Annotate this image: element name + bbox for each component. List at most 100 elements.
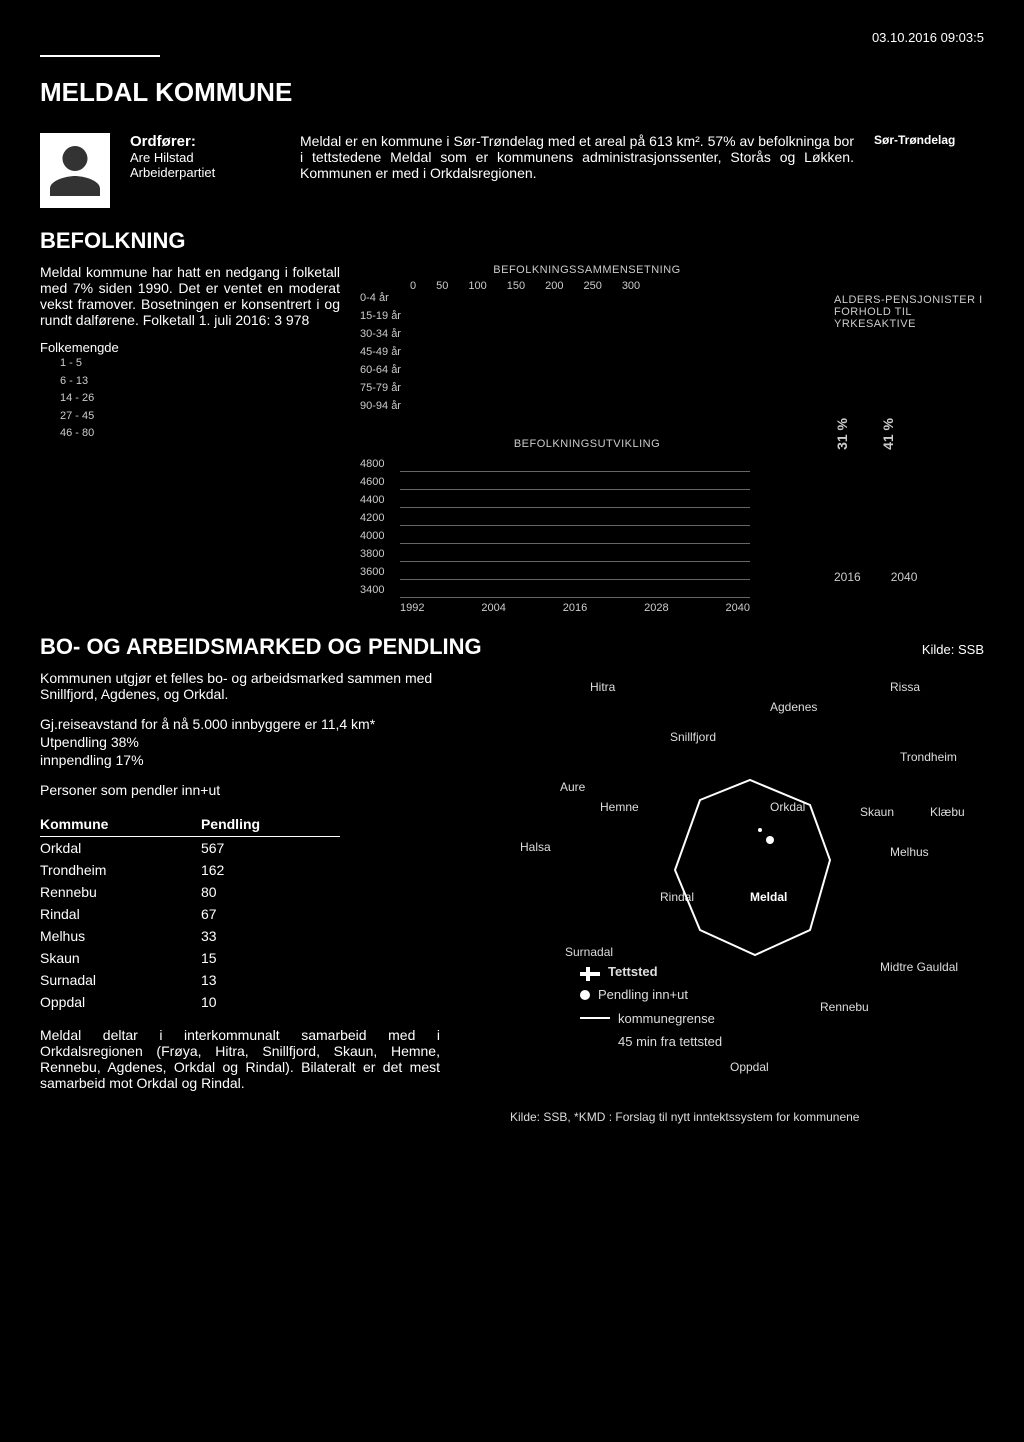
legend-grense: kommunegrense (580, 1007, 722, 1030)
legend-grense-label: kommunegrense (618, 1007, 715, 1030)
cell: Rennebu (40, 881, 201, 903)
pensjonister-bars: 31 % 41 % (834, 390, 984, 450)
utvikling-grid: 4800 4600 4400 4200 4000 3800 3600 3400 (400, 454, 750, 598)
avatar (40, 133, 110, 208)
utvikling-xaxis: 1992 2004 2016 2028 2040 (400, 602, 750, 614)
map-label: Aure (560, 780, 585, 794)
ordforer-party: Arbeiderpartiet (130, 165, 280, 180)
cell: Surnadal (40, 969, 201, 991)
xtick: 2004 (481, 602, 505, 614)
map-label: Skaun (860, 805, 894, 819)
cell: 33 (201, 925, 340, 947)
bo-p5: Personer som pendler inn+ut (40, 782, 440, 798)
map-attribution: Kilde: SSB, *KMD : Forslag til nytt innt… (510, 1110, 984, 1124)
pyramid-yaxis: 0-4 år 15-19 år 30-34 år 45-49 år 60-64 … (360, 292, 814, 418)
map-area: HitraRissaAgdenesSnillfjordTrondheimAure… (460, 670, 984, 1105)
befolkning-text-col: Meldal kommune har hatt en nedgang i fol… (40, 264, 340, 614)
befolkning-row: Meldal kommune har hatt en nedgang i fol… (40, 264, 984, 614)
befolkning-heading: BEFOLKNING (40, 228, 984, 254)
bo-p1: Kommunen utgjør et felles bo- og arbeids… (40, 670, 440, 702)
ordforer-label: Ordfører: (130, 133, 280, 150)
ytick: 15-19 år (360, 310, 814, 328)
utvikling-chart: BEFOLKNINGSUTVIKLING 4800 4600 4400 4200… (360, 438, 814, 614)
map-label: Melhus (890, 845, 929, 859)
ytick: 4200 (360, 512, 384, 524)
ytick: 4800 (360, 458, 384, 470)
map-label: Surnadal (565, 945, 613, 959)
legend-pendling-label: Pendling inn+ut (598, 983, 688, 1006)
cell: Orkdal (40, 837, 201, 860)
cell: Melhus (40, 925, 201, 947)
cell: Trondheim (40, 859, 201, 881)
map-label: Klæbu (930, 805, 965, 819)
pct-value: 41 % (880, 418, 896, 450)
bo-left: Kommunen utgjør et felles bo- og arbeids… (40, 670, 440, 1105)
year: 2040 (891, 570, 918, 584)
xtick: 250 (583, 280, 601, 292)
ordforer-block: Ordfører: Are Hilstad Arbeiderpartiet (130, 133, 280, 180)
legend-pendling: Pendling inn+ut (580, 983, 722, 1006)
xtick: 2040 (726, 602, 750, 614)
bo-row: Kommunen utgjør et felles bo- og arbeids… (40, 670, 984, 1105)
tettsted-icon (580, 965, 600, 979)
map-outline (660, 770, 860, 970)
map-label: Hitra (590, 680, 615, 694)
pensjonister-caption: ALDERS-PENSJONISTER I FORHOLD TIL YRKESA… (834, 294, 984, 330)
ordforer-name: Are Hilstad (130, 150, 280, 165)
pyramid-xaxis: 0 50 100 150 200 250 300 (360, 280, 814, 292)
ytick: 90-94 år (360, 400, 814, 418)
xtick: 0 (410, 280, 416, 292)
ytick: 30-34 år (360, 328, 814, 346)
region-label: Sør-Trøndelag (874, 133, 984, 147)
map-label: Rennebu (820, 1000, 869, 1014)
cell: Skaun (40, 947, 201, 969)
timestamp: 03.10.2016 09:03:5 (40, 30, 984, 45)
top-rule (40, 55, 160, 57)
bo-footer: Meldal deltar i interkommunalt samarbeid… (40, 1027, 440, 1091)
map-legend: Tettsted Pendling inn+ut kommunegrense 4… (580, 960, 722, 1054)
legend-tettsted: Tettsted (580, 960, 722, 983)
ytick: 4600 (360, 476, 384, 488)
pendling-table: Kommune Pendling Orkdal567 Trondheim162 … (40, 812, 340, 1013)
cell: 80 (201, 881, 340, 903)
pyramid-chart-title: BEFOLKNINGSSAMMENSETNING (360, 264, 814, 276)
folkemengde-label: Folkemengde (40, 340, 340, 355)
xtick: 2016 (563, 602, 587, 614)
ytick: 75-79 år (360, 382, 814, 400)
xtick: 2028 (644, 602, 668, 614)
xtick: 100 (468, 280, 486, 292)
map-label: Hemne (600, 800, 639, 814)
th-pendling: Pendling (201, 812, 340, 837)
pensjonister-col: ALDERS-PENSJONISTER I FORHOLD TIL YRKESA… (834, 264, 984, 614)
dot-icon (580, 990, 590, 1000)
ytick: 3800 (360, 548, 384, 560)
ytick: 0-4 år (360, 292, 814, 310)
ytick: 3600 (360, 566, 384, 578)
legend-radius: 45 min fra tettsted (580, 1030, 722, 1053)
ytick: 4000 (360, 530, 384, 542)
bo-p4: innpendling 17% (40, 752, 440, 768)
range-item: 46 - 80 (40, 425, 340, 443)
intro-text: Meldal er en kommune i Sør-Trøndelag med… (300, 133, 854, 181)
map-label: Halsa (520, 840, 551, 854)
bo-p2: Gj.reiseavstand for å nå 5.000 innbygger… (40, 716, 440, 732)
map-label: Agdenes (770, 700, 817, 714)
cell: Rindal (40, 903, 201, 925)
ytick: 45-49 år (360, 346, 814, 364)
legend-radius-label: 45 min fra tettsted (618, 1030, 722, 1053)
range-item: 6 - 13 (40, 373, 340, 391)
bo-kilde: Kilde: SSB (922, 642, 984, 657)
cell: 162 (201, 859, 340, 881)
ytick: 3400 (360, 584, 384, 596)
th-kommune: Kommune (40, 812, 201, 837)
ytick: 60-64 år (360, 364, 814, 382)
cell: 13 (201, 969, 340, 991)
cell: 15 (201, 947, 340, 969)
map-label: Oppdal (730, 1060, 769, 1074)
range-item: 14 - 26 (40, 390, 340, 408)
xtick: 50 (436, 280, 448, 292)
cell: 567 (201, 837, 340, 860)
xtick: 1992 (400, 602, 424, 614)
range-item: 1 - 5 (40, 355, 340, 373)
range-item: 27 - 45 (40, 408, 340, 426)
